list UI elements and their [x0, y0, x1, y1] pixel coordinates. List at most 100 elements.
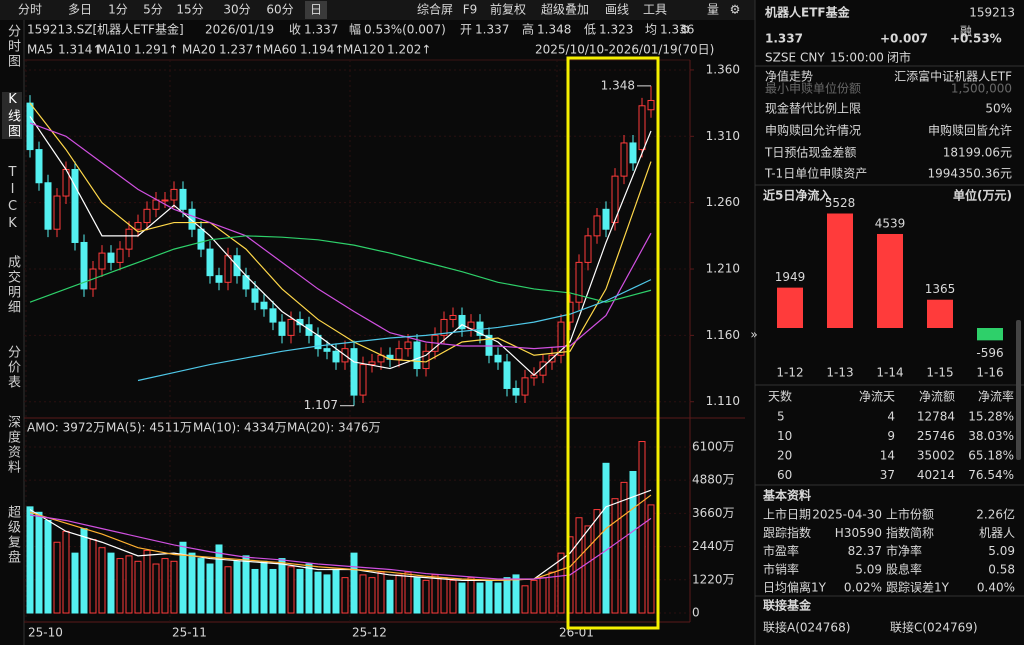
volume-bar [395, 574, 403, 614]
basic-label: 市盈率 [763, 543, 799, 558]
section-title: 联接基金 [763, 598, 812, 613]
table-cell: 10 [777, 429, 792, 443]
volume-bar [296, 568, 304, 614]
flow-bar [777, 287, 803, 328]
table-cell: 76.54% [968, 468, 1014, 482]
x-tick-label: 25-10 [28, 626, 63, 640]
menu-item[interactable]: 量 [707, 3, 719, 17]
timeframe-tab[interactable]: 日 [310, 3, 322, 17]
fund-link[interactable]: 联接A(024768) [763, 620, 850, 635]
date: 2026/01/19 [205, 23, 274, 37]
menu-item[interactable]: 画线 [605, 3, 629, 17]
unit-label: 单位(万元) [953, 188, 1012, 203]
flow-date: 1-15 [926, 366, 953, 380]
candle-body [80, 241, 88, 290]
volume-bar [242, 555, 250, 614]
menu-item[interactable]: 前复权 [490, 2, 526, 17]
volume-bar [71, 552, 79, 614]
candle-body [404, 341, 412, 350]
basic-label: 日均偏离1Y [763, 580, 827, 595]
volume-bar [368, 577, 376, 614]
candle-body [116, 248, 124, 263]
flow-date: 1-16 [976, 366, 1003, 380]
timeframe-tab[interactable]: 分时 [18, 3, 42, 17]
section-title: 近5日净流入 [763, 188, 831, 203]
candle-body [359, 364, 367, 396]
side-tab[interactable]: 分时图 [5, 24, 20, 69]
volume-bar [233, 560, 241, 614]
side-tab[interactable]: TICK [5, 165, 20, 233]
flow-value: 1949 [775, 270, 806, 284]
volume-legend: MA(10): 4334万 [193, 421, 287, 435]
side-tab[interactable]: 分价表 [5, 345, 20, 390]
timeframe-tab[interactable]: 多日 [68, 3, 92, 17]
quote-label: 收 [289, 23, 301, 37]
side-tab[interactable]: 超级复盘 [5, 505, 20, 565]
basic-label: 上市日期 [763, 507, 811, 522]
table-header: 净流额 [919, 390, 955, 404]
y-tick-label: 0 [692, 606, 700, 620]
info-label: 最小申赎单位份额 [765, 81, 861, 96]
timeframe-tab[interactable]: 30分 [223, 3, 250, 17]
table-cell: 14 [880, 449, 895, 463]
volume-bar [107, 552, 115, 614]
settings-icon[interactable]: ⚙ [680, 23, 691, 37]
candle-body [440, 318, 448, 336]
volume-bar [215, 544, 223, 614]
candle-body [107, 252, 115, 263]
table-cell: 35002 [917, 449, 955, 463]
quote-value: 1.337 [475, 23, 509, 37]
ma-line [29, 489, 652, 581]
volume-bar [611, 498, 619, 614]
volume-bar [98, 547, 106, 614]
volume-bar [620, 481, 628, 614]
volume-bar [431, 574, 439, 614]
candle-body [98, 252, 106, 270]
basic-label: 上市份额 [886, 507, 934, 522]
menu-item[interactable]: F9 [463, 3, 478, 17]
scrollbar[interactable] [1016, 320, 1021, 460]
menu-item[interactable]: 综合屏 [417, 2, 453, 17]
side-tab[interactable]: 深度资料 [5, 415, 20, 475]
volume-bar [575, 517, 583, 614]
timeframe-tab[interactable]: 1分 [108, 3, 128, 17]
volume-bar [269, 568, 277, 614]
side-tab[interactable]: K线图 [2, 92, 22, 139]
volume-legend: MA(20): 3476万 [287, 421, 381, 435]
info-label: 申购赎回允许情况 [765, 123, 861, 138]
table-cell: 20 [777, 449, 792, 463]
last-price: 1.337 [765, 32, 803, 46]
quote-label: 均 [645, 23, 657, 37]
y-tick-label: 6100万 [692, 439, 735, 453]
timeframe-tab[interactable]: 15分 [176, 3, 203, 17]
side-tab[interactable]: 成交明细 [5, 255, 20, 315]
volume-bar [458, 582, 466, 614]
candle-body [197, 228, 205, 250]
fund-link[interactable]: 联接C(024769) [890, 620, 978, 635]
settings-icon[interactable]: ⚙ [730, 3, 741, 17]
fund-code: 159213 [969, 6, 1015, 20]
table-cell: 40214 [917, 468, 955, 482]
content: 分时 多日 1分 5分 15分 30分 60分 日 综合屏 F9 前复权 超级叠加 画线 工具 量 15921… [18, 2, 1015, 640]
basic-value: 82.37 [848, 544, 882, 558]
menu-item[interactable]: 超级叠加 [541, 2, 589, 17]
flow-bar [927, 299, 953, 328]
volume-bar [80, 528, 88, 614]
quote-label: 开 [460, 23, 472, 37]
volume-bar [287, 566, 295, 614]
ma-line [29, 122, 652, 350]
basic-value: 0.58 [988, 562, 1015, 576]
timeframe-tab[interactable]: 5分 [143, 3, 163, 17]
volume-bar [404, 571, 412, 614]
collapse-arrow[interactable]: » [750, 328, 757, 342]
candle-body [134, 222, 142, 230]
flow-value: -596 [976, 346, 1003, 360]
volume-bar [125, 555, 133, 614]
timeframe-tab[interactable]: 60分 [266, 3, 293, 17]
candle-body [44, 182, 52, 230]
candle-body [269, 308, 277, 323]
quote-value: 1.323 [599, 23, 633, 37]
volume-bar [503, 577, 511, 614]
menu-item[interactable]: 工具 [643, 3, 667, 17]
